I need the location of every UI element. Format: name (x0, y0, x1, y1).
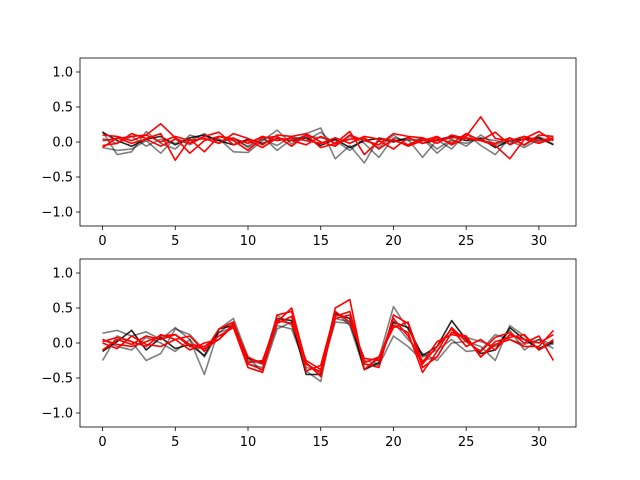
y-tick-label: −0.5 (41, 171, 73, 186)
y-tick-label: 1.0 (52, 66, 73, 81)
y-tick-label: −1.0 (41, 407, 73, 422)
x-tick-label: 10 (240, 435, 257, 450)
y-tick-label: −0.5 (41, 372, 73, 387)
x-tick-label: 20 (385, 234, 402, 249)
x-tick-label: 15 (312, 435, 329, 450)
top-subplot: 0 5 10 15 20 25 30 1.0 0.5 0.0 −0.5 −1.0 (41, 57, 577, 249)
series-line-8 (102, 131, 554, 150)
x-tick-label: 25 (458, 234, 475, 249)
x-tick-label: 20 (385, 435, 402, 450)
y-tick-label: 0.5 (52, 101, 73, 116)
y-tick-label: −1.0 (41, 206, 73, 221)
x-tick-label: 5 (171, 234, 179, 249)
y-tick-label: 1.0 (52, 267, 73, 282)
y-tick-label: 0.0 (52, 136, 73, 151)
x-tick-label: 0 (98, 234, 106, 249)
x-tick-label: 10 (240, 234, 257, 249)
y-tick-label: 0.5 (52, 302, 73, 317)
x-tick-label: 0 (98, 435, 106, 450)
x-tick-label: 30 (531, 435, 548, 450)
x-tick-label: 15 (312, 234, 329, 249)
x-tick-label: 25 (458, 435, 475, 450)
x-tick-label: 30 (531, 234, 548, 249)
x-tick-label: 5 (171, 435, 179, 450)
y-tick-label: 0.0 (52, 337, 73, 352)
series-line-8 (102, 314, 555, 371)
bottom-subplot: 0 5 10 15 20 25 30 1.0 0.5 0.0 −0.5 −1.0 (41, 258, 577, 450)
series-line-7 (102, 310, 554, 372)
